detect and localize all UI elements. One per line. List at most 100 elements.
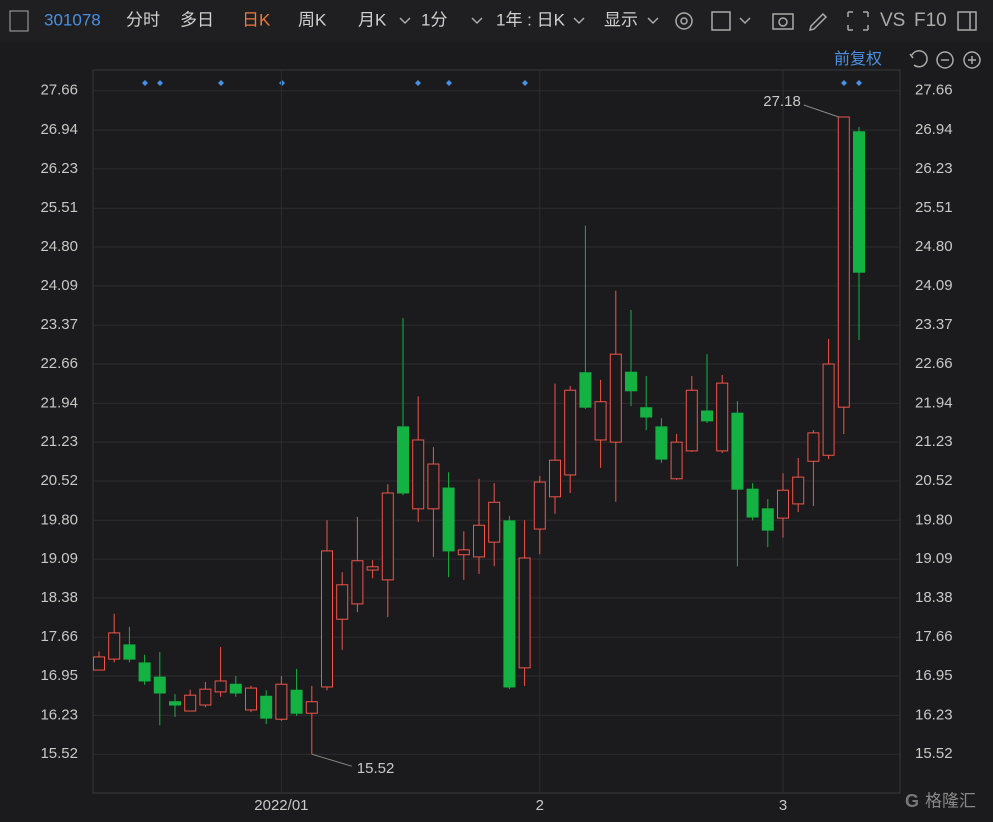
- candle-body: [199, 688, 212, 706]
- y-tick-label: 21.23: [40, 433, 78, 450]
- y-tick-label-right: 26.94: [915, 121, 953, 138]
- candle-body: [108, 632, 121, 660]
- stock-code[interactable]: 301078: [44, 10, 101, 29]
- candle-body: [609, 353, 622, 443]
- tab[interactable]: 周K: [298, 10, 327, 29]
- y-tick-label-right: 27.66: [915, 82, 953, 99]
- candle-body: [93, 656, 105, 671]
- candle-body: [153, 676, 166, 694]
- candle-body: [473, 524, 485, 558]
- max-label: 27.18: [763, 93, 801, 110]
- y-tick-label-right: 25.51: [915, 199, 953, 216]
- event-markers: [142, 80, 862, 86]
- tab[interactable]: 月K: [358, 10, 387, 29]
- toolbar-icons: [399, 11, 977, 32]
- y-tick-label-right: 21.23: [915, 433, 953, 450]
- x-tick-label: 2: [536, 797, 544, 814]
- max-leader: [803, 104, 839, 118]
- y-tick-label-right: 16.23: [915, 706, 953, 723]
- tab[interactable]: 多日: [180, 10, 214, 29]
- min-label: 15.52: [357, 760, 395, 777]
- candle-body: [457, 549, 470, 556]
- candle-body: [169, 701, 181, 706]
- y-tick-label: 25.51: [40, 199, 78, 216]
- toolbar: [0, 0, 993, 42]
- y-tick-label: 21.94: [40, 394, 78, 411]
- candle-body: [138, 662, 151, 682]
- y-tick-label-right: 19.09: [915, 550, 953, 567]
- y-tick-label: 18.38: [40, 589, 78, 606]
- candle-body: [655, 426, 668, 460]
- x-tick-label: 3: [779, 797, 787, 814]
- candle-body: [564, 389, 577, 476]
- vs-button[interactable]: VS: [880, 10, 905, 31]
- candle-body: [701, 410, 713, 422]
- candle-body: [290, 689, 303, 714]
- zoom-icons: [909, 50, 981, 69]
- y-tick-label-right: 26.23: [915, 160, 953, 177]
- candle-body: [837, 116, 850, 408]
- y-tick-label: 20.52: [40, 472, 78, 489]
- y-tick-label-right: 17.66: [915, 628, 953, 645]
- y-tick-label: 22.66: [40, 355, 78, 372]
- y-tick-label-right: 23.37: [915, 316, 953, 333]
- candle-body: [123, 644, 136, 660]
- candle-body: [229, 683, 242, 694]
- candle-body: [305, 701, 318, 714]
- y-tick-label: 19.09: [40, 550, 78, 567]
- y-tick-label: 27.66: [40, 82, 78, 99]
- candle-body: [594, 401, 607, 441]
- candle-body: [853, 131, 865, 273]
- candle-body: [625, 371, 637, 392]
- f10-button[interactable]: F10: [914, 10, 947, 31]
- candle-body: [214, 680, 227, 693]
- y-tick-label-right: 21.94: [915, 394, 953, 411]
- candle-body: [777, 489, 789, 519]
- y-tick-label: 23.37: [40, 316, 78, 333]
- y-tick-label: 24.09: [40, 277, 78, 294]
- y-tick-label: 16.23: [40, 706, 78, 723]
- candle-body: [640, 407, 653, 418]
- candle-body: [321, 550, 333, 688]
- candle-body: [184, 694, 197, 712]
- y-tick-label: 24.80: [40, 238, 78, 255]
- tab[interactable]: 分时: [126, 10, 160, 29]
- candle-body: [397, 426, 409, 494]
- watermark: G: [905, 791, 919, 811]
- candle-body: [518, 557, 531, 669]
- candle-body: [427, 463, 440, 510]
- candle-body: [412, 439, 425, 510]
- candle-body: [761, 508, 774, 531]
- sidebar-toggle[interactable]: [9, 10, 29, 32]
- y-tick-label: 19.80: [40, 511, 78, 528]
- y-tick-label-right: 22.66: [915, 355, 953, 372]
- candle-body: [533, 481, 546, 530]
- y-tick-label-right: 16.95: [915, 667, 953, 684]
- adjust-mode[interactable]: 前复权: [834, 50, 882, 68]
- y-tick-label-right: 24.80: [915, 238, 953, 255]
- y-tick-label-right: 18.38: [915, 589, 953, 606]
- candle-body: [685, 389, 698, 452]
- tab[interactable]: 1年 : 日K: [496, 10, 566, 29]
- tab-active[interactable]: 日K: [242, 10, 271, 29]
- x-tick-label: 2022/01: [254, 797, 308, 814]
- y-tick-label: 16.95: [40, 667, 78, 684]
- min-leader: [311, 753, 352, 767]
- plot-frame: [92, 69, 901, 794]
- tab[interactable]: 1分: [421, 10, 447, 29]
- y-tick-label-right: 20.52: [915, 472, 953, 489]
- tab[interactable]: 显示: [604, 10, 638, 29]
- candle-body: [503, 520, 516, 688]
- candle-body: [746, 488, 759, 518]
- y-tick-label-right: 19.80: [915, 511, 953, 528]
- candle-body: [442, 487, 455, 552]
- y-tick-label: 15.52: [40, 745, 78, 762]
- y-tick-label: 26.94: [40, 121, 78, 138]
- y-tick-label: 17.66: [40, 628, 78, 645]
- y-tick-label: 26.23: [40, 160, 78, 177]
- candle-body: [275, 683, 288, 720]
- candle-body: [670, 441, 683, 480]
- candle-body: [822, 363, 835, 456]
